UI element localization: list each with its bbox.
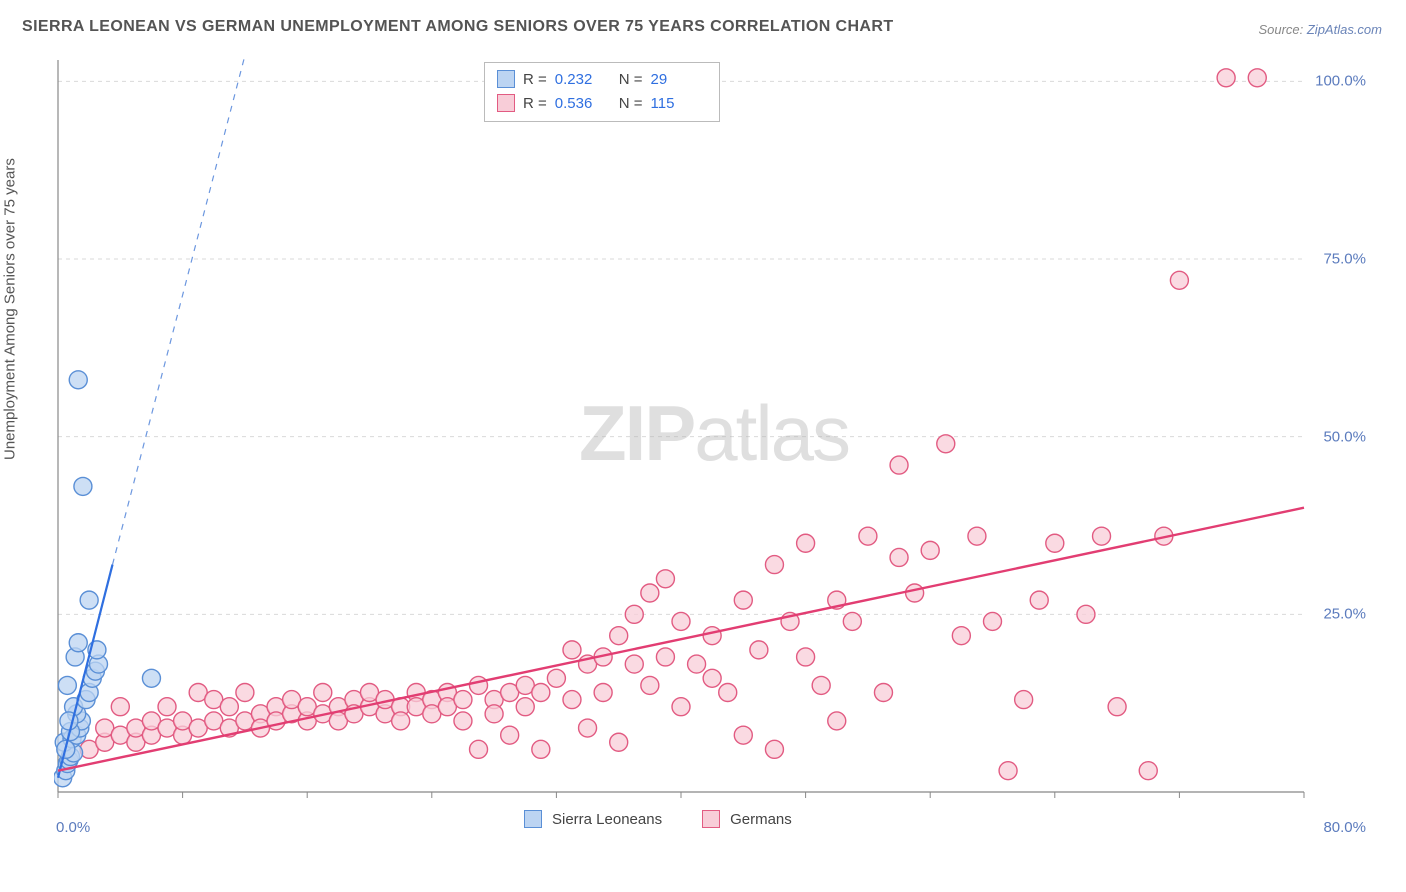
r-value-sierra: 0.232 <box>555 71 611 88</box>
r-label-germans: R = <box>523 95 547 112</box>
legend-label-sierra: Sierra Leoneans <box>552 811 662 828</box>
x-max-label: 80.0% <box>1323 819 1366 836</box>
n-label-sierra: N = <box>619 71 643 88</box>
legend-row-sierra: R = 0.232 N = 29 <box>497 67 707 91</box>
x-origin-label: 0.0% <box>56 819 90 836</box>
swatch-sierra <box>497 70 515 88</box>
legend-row-germans: R = 0.536 N = 115 <box>497 91 707 115</box>
y-axis-label: Unemployment Among Seniors over 75 years <box>2 158 19 460</box>
swatch-sierra-icon <box>524 810 542 828</box>
correlation-legend: R = 0.232 N = 29 R = 0.536 N = 115 <box>484 62 720 122</box>
y-tick-label: 100.0% <box>1315 73 1366 90</box>
swatch-germans-icon <box>702 810 720 828</box>
r-label-sierra: R = <box>523 71 547 88</box>
y-tick-label: 25.0% <box>1323 606 1366 623</box>
scatter-plot: ZIPatlas R = 0.232 N = 29 R = 0.536 N = … <box>54 56 1374 826</box>
n-value-sierra: 29 <box>651 71 707 88</box>
y-tick-label: 50.0% <box>1323 428 1366 445</box>
plot-svg <box>54 56 1374 826</box>
series-legend: Sierra Leoneans Germans <box>524 810 792 828</box>
n-value-germans: 115 <box>651 95 707 112</box>
source-value: ZipAtlas.com <box>1307 22 1382 37</box>
source-label: Source: <box>1258 22 1306 37</box>
source-attribution: Source: ZipAtlas.com <box>1258 22 1382 37</box>
n-label-germans: N = <box>619 95 643 112</box>
r-value-germans: 0.536 <box>555 95 611 112</box>
legend-item-sierra: Sierra Leoneans <box>524 810 662 828</box>
swatch-germans <box>497 94 515 112</box>
legend-item-germans: Germans <box>702 810 792 828</box>
legend-label-germans: Germans <box>730 811 792 828</box>
chart-title: SIERRA LEONEAN VS GERMAN UNEMPLOYMENT AM… <box>22 18 894 36</box>
y-tick-label: 75.0% <box>1323 250 1366 267</box>
